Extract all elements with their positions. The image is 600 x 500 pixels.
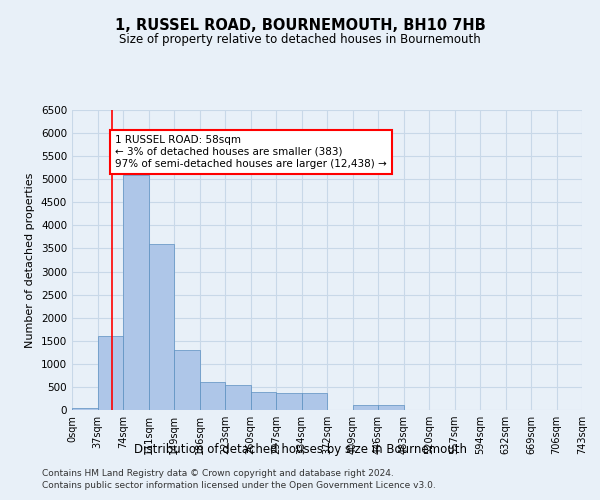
Text: Contains public sector information licensed under the Open Government Licence v3: Contains public sector information licen… <box>42 481 436 490</box>
Bar <box>72 408 97 410</box>
Bar <box>123 174 149 410</box>
Bar <box>302 393 327 410</box>
Bar <box>149 244 174 410</box>
Bar <box>353 406 378 410</box>
Bar <box>276 393 302 410</box>
Bar <box>97 336 123 410</box>
Text: 1, RUSSEL ROAD, BOURNEMOUTH, BH10 7HB: 1, RUSSEL ROAD, BOURNEMOUTH, BH10 7HB <box>115 18 485 32</box>
Bar <box>225 384 251 410</box>
Bar <box>251 392 276 410</box>
Text: Distribution of detached houses by size in Bournemouth: Distribution of detached houses by size … <box>133 442 467 456</box>
Text: Contains HM Land Registry data © Crown copyright and database right 2024.: Contains HM Land Registry data © Crown c… <box>42 468 394 477</box>
Bar <box>199 382 225 410</box>
Text: Size of property relative to detached houses in Bournemouth: Size of property relative to detached ho… <box>119 32 481 46</box>
Text: 1 RUSSEL ROAD: 58sqm
← 3% of detached houses are smaller (383)
97% of semi-detac: 1 RUSSEL ROAD: 58sqm ← 3% of detached ho… <box>115 136 387 168</box>
Y-axis label: Number of detached properties: Number of detached properties <box>25 172 35 348</box>
Bar <box>378 406 404 410</box>
Bar <box>174 350 199 410</box>
